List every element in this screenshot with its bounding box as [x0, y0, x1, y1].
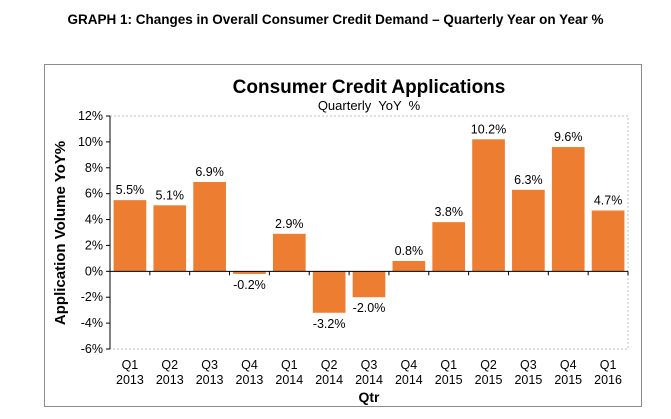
- x-tick-label-quarter: Q2: [480, 358, 497, 372]
- bar: [512, 189, 545, 272]
- x-tick-label-year: 2014: [275, 373, 303, 387]
- x-tick-label-year: 2013: [116, 373, 144, 387]
- x-tick-label-quarter: Q1: [600, 358, 617, 372]
- y-tick-label: 6%: [85, 187, 103, 201]
- x-tick-label-year: 2013: [236, 373, 264, 387]
- page-caption: GRAPH 1: Changes in Overall Consumer Cre…: [67, 12, 604, 27]
- x-tick-label-year: 2013: [156, 373, 184, 387]
- x-tick-label-year: 2015: [435, 373, 463, 387]
- y-tick-label: 8%: [85, 161, 103, 175]
- y-tick-label: 4%: [85, 213, 103, 227]
- bar: [272, 233, 306, 272]
- x-tick-label-quarter: Q4: [560, 358, 577, 372]
- data-label: 5.1%: [156, 188, 185, 202]
- x-tick-label-quarter: Q1: [122, 358, 139, 372]
- y-tick-label: 10%: [78, 135, 103, 149]
- bar: [392, 260, 426, 272]
- x-tick-label-year: 2013: [196, 373, 224, 387]
- data-label: 0.8%: [395, 244, 424, 258]
- x-tick-label-quarter: Q3: [201, 358, 218, 372]
- x-tick-label-quarter: Q4: [241, 358, 258, 372]
- x-tick-label-quarter: Q4: [401, 358, 418, 372]
- bar-series: [113, 139, 625, 313]
- y-axis-label: Application Volume YoY%: [52, 141, 69, 325]
- y-tick-label: 0%: [85, 264, 103, 278]
- data-label: 2.9%: [275, 217, 304, 231]
- x-tick-label-quarter: Q2: [161, 358, 178, 372]
- data-label: 6.3%: [514, 173, 543, 187]
- x-tick-label-year: 2016: [594, 373, 622, 387]
- bar: [551, 147, 585, 272]
- y-tick-label: 12%: [78, 109, 103, 123]
- bar: [233, 271, 266, 274]
- x-tick-label-year: 2015: [475, 373, 503, 387]
- chart-subtitle: Quarterly YoY %: [318, 98, 421, 113]
- x-tick-label-quarter: Q1: [281, 358, 298, 372]
- data-label: -2.0%: [353, 301, 386, 315]
- bar: [472, 139, 505, 272]
- data-labels: 5.5% 5.1% 6.9% -0.2% 2.9% -3.2% -2.0% 0.8% 3.8% 1…: [116, 122, 623, 330]
- data-label: 6.9%: [195, 165, 224, 179]
- bar: [591, 210, 625, 272]
- x-tick-label-quarter: Q3: [361, 358, 378, 372]
- bar: [153, 205, 187, 272]
- x-axis: Q12013Q22013Q32013Q42013Q12014Q22014Q320…: [109, 270, 629, 387]
- x-tick-label-year: 2014: [355, 373, 383, 387]
- y-tick-label: -4%: [81, 316, 103, 330]
- y-tick-label: -6%: [81, 342, 103, 356]
- x-tick-label-quarter: Q3: [520, 358, 537, 372]
- x-tick-label-year: 2014: [395, 373, 423, 387]
- y-axis: -6% -4% -2% 0% 2% 4% 6% 8% 10% 12%: [78, 109, 111, 356]
- x-tick-label-year: 2014: [315, 373, 343, 387]
- bar: [352, 271, 386, 298]
- x-axis-label: Qtr: [359, 389, 381, 405]
- data-label: -0.2%: [233, 278, 266, 292]
- data-label: 4.7%: [594, 193, 623, 207]
- data-label: -3.2%: [313, 317, 346, 331]
- x-tick-label-quarter: Q1: [440, 358, 457, 372]
- bar: [432, 222, 466, 272]
- bar: [312, 271, 346, 313]
- bar: [113, 200, 147, 272]
- data-label: 9.6%: [554, 130, 583, 144]
- chart-title: Consumer Credit Applications: [233, 77, 506, 98]
- x-tick-label-year: 2015: [514, 373, 542, 387]
- x-tick-label-quarter: Q2: [321, 358, 338, 372]
- data-label: 3.8%: [434, 205, 463, 219]
- bar: [193, 182, 226, 272]
- x-tick-label-year: 2015: [554, 373, 582, 387]
- y-tick-label: 2%: [85, 238, 103, 252]
- data-label: 10.2%: [471, 122, 506, 136]
- data-label: 5.5%: [116, 183, 145, 197]
- y-tick-label: -2%: [81, 290, 103, 304]
